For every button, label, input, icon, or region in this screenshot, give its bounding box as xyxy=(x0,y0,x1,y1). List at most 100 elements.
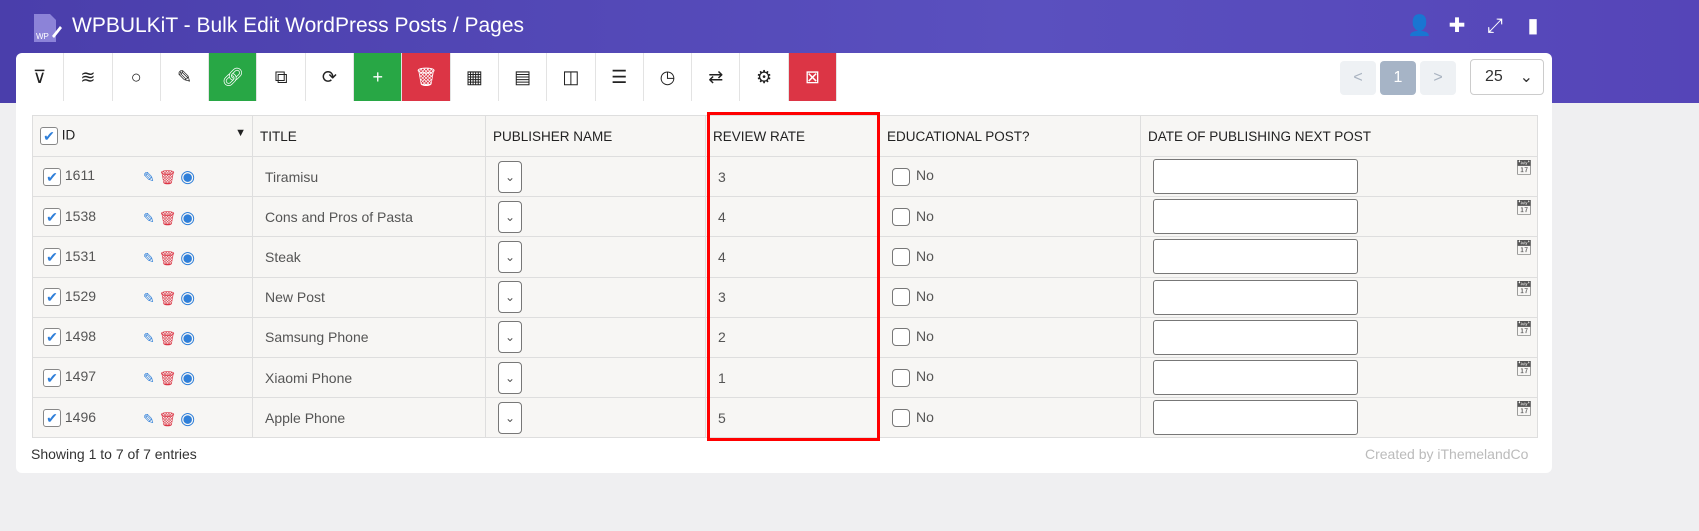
column-header-date[interactable]: DATE OF PUBLISHING NEXT POST xyxy=(1140,115,1538,157)
educational-checkbox[interactable] xyxy=(892,248,910,267)
date-input[interactable] xyxy=(1153,159,1358,195)
refresh-button[interactable]: ⟳ xyxy=(306,53,355,101)
calendar-clear-icon[interactable]: 📅︎ xyxy=(1515,400,1533,417)
edit-icon[interactable]: ✎ xyxy=(143,370,155,387)
row-checkbox[interactable]: ✔ xyxy=(43,288,61,307)
title-cell[interactable]: Xiaomi Phone xyxy=(252,356,486,399)
publisher-dropdown[interactable]: ⌄ xyxy=(498,200,522,233)
publisher-dropdown[interactable]: ⌄ xyxy=(498,401,522,434)
title-cell[interactable]: Tiramisu xyxy=(252,155,486,198)
book-icon[interactable]: ▮ xyxy=(1527,15,1539,37)
review-rate-cell[interactable]: 3 xyxy=(705,155,880,198)
publisher-dropdown[interactable]: ⌄ xyxy=(498,321,522,354)
trash-icon[interactable]: 🗑︎ xyxy=(158,249,177,266)
columns-button[interactable]: ◫ xyxy=(547,53,596,101)
row-checkbox[interactable]: ✔ xyxy=(43,207,61,226)
layers-button[interactable]: ≋ xyxy=(64,53,113,101)
sort-down-icon[interactable]: ▼ xyxy=(235,127,246,139)
publisher-dropdown[interactable]: ⌄ xyxy=(498,160,522,193)
per-page-select[interactable]: 25 ⌄ xyxy=(1470,59,1544,95)
add-button[interactable]: + xyxy=(354,53,403,101)
educational-checkbox[interactable] xyxy=(892,368,910,387)
row-checkbox[interactable]: ✔ xyxy=(43,408,61,427)
date-input[interactable] xyxy=(1153,400,1358,436)
eye-icon[interactable]: ◉ xyxy=(180,247,196,267)
current-page-button[interactable]: 1 xyxy=(1380,61,1416,95)
eye-icon[interactable]: ◉ xyxy=(180,207,196,227)
date-input[interactable] xyxy=(1153,360,1358,396)
eye-icon[interactable]: ◉ xyxy=(180,288,196,307)
calendar-clear-icon[interactable]: 📅︎ xyxy=(1515,199,1533,216)
calendar-clear-icon[interactable]: 📅︎ xyxy=(1515,159,1533,176)
educational-checkbox[interactable] xyxy=(892,408,910,427)
edit-icon[interactable]: ✎ xyxy=(143,169,155,186)
publisher-dropdown[interactable]: ⌄ xyxy=(498,281,522,314)
trash-icon[interactable]: 🗑︎ xyxy=(158,410,177,427)
title-cell[interactable]: Apple Phone xyxy=(252,397,486,439)
column-header-title[interactable]: TITLE xyxy=(252,115,486,157)
select-all-checkbox[interactable]: ✔ xyxy=(40,127,58,145)
column-header-publisher[interactable]: PUBLISHER NAME xyxy=(485,115,706,157)
trash-icon[interactable]: 🗑︎ xyxy=(158,209,177,226)
clear-selection-button[interactable]: ⊠ xyxy=(788,53,838,101)
trash-icon[interactable]: 🗑︎ xyxy=(158,290,177,306)
edit-icon[interactable]: ✎ xyxy=(143,290,155,306)
puzzle-icon[interactable]: ✚ xyxy=(1448,15,1466,37)
calendar-clear-icon[interactable]: 📅︎ xyxy=(1515,279,1533,296)
copy-button[interactable]: ⧉ xyxy=(257,53,306,101)
prev-page-button[interactable]: < xyxy=(1340,61,1376,95)
title-cell[interactable]: Steak xyxy=(252,236,486,278)
column-header-review-rate[interactable]: REVIEW RATE xyxy=(705,115,880,157)
educational-checkbox[interactable] xyxy=(892,288,910,307)
edit-icon[interactable]: ✎ xyxy=(143,249,155,266)
calendar-clear-icon[interactable]: 📅︎ xyxy=(1515,319,1533,336)
delete-button[interactable]: 🗑︎ xyxy=(402,53,451,101)
date-input[interactable] xyxy=(1153,239,1358,275)
next-page-button[interactable]: > xyxy=(1420,61,1456,95)
title-cell[interactable]: Cons and Pros of Pasta xyxy=(252,196,486,238)
edit-icon[interactable]: ✎ xyxy=(143,330,155,347)
educational-checkbox[interactable] xyxy=(892,328,910,347)
educational-checkbox[interactable] xyxy=(892,207,910,226)
user-check-icon[interactable]: 👤 xyxy=(1407,15,1432,37)
history-button[interactable]: ◷ xyxy=(644,53,693,101)
column-header-educational[interactable]: EDUCATIONAL POST? xyxy=(879,115,1141,157)
publisher-dropdown[interactable]: ⌄ xyxy=(498,361,522,394)
trash-icon[interactable]: 🗑︎ xyxy=(158,330,177,347)
row-checkbox[interactable]: ✔ xyxy=(43,167,61,186)
row-checkbox[interactable]: ✔ xyxy=(43,368,61,387)
date-input[interactable] xyxy=(1153,279,1358,315)
settings-button[interactable]: ⚙ xyxy=(740,53,789,101)
eye-icon[interactable]: ◉ xyxy=(180,328,196,348)
title-cell[interactable]: New Post xyxy=(252,276,486,318)
date-input[interactable] xyxy=(1153,319,1358,355)
trash-icon[interactable]: 🗑︎ xyxy=(158,169,177,186)
row-checkbox[interactable]: ✔ xyxy=(43,328,61,347)
fullscreen-icon[interactable]: ⤢ xyxy=(1487,15,1503,37)
filter-button[interactable]: ⊽ xyxy=(16,53,65,101)
search-button[interactable]: ○ xyxy=(113,53,161,101)
review-rate-cell[interactable]: 4 xyxy=(705,236,880,278)
column-manager-button[interactable]: ▤ xyxy=(499,53,548,101)
list-button[interactable]: ☰ xyxy=(596,53,644,101)
trash-icon[interactable]: 🗑︎ xyxy=(158,370,177,387)
eye-icon[interactable]: ◉ xyxy=(180,408,196,428)
date-input[interactable] xyxy=(1153,199,1358,235)
row-checkbox[interactable]: ✔ xyxy=(43,248,61,267)
link-button[interactable]: 🔗︎ xyxy=(209,53,258,101)
review-rate-cell[interactable]: 3 xyxy=(705,276,880,318)
column-header-id[interactable]: ✔ ID ▼ xyxy=(32,115,253,157)
eye-icon[interactable]: ◉ xyxy=(180,368,196,388)
educational-checkbox[interactable] xyxy=(892,167,910,186)
review-rate-cell[interactable]: 1 xyxy=(705,356,880,399)
calendar-clear-icon[interactable]: 📅︎ xyxy=(1515,239,1533,256)
calendar-clear-icon[interactable]: 📅︎ xyxy=(1515,360,1533,377)
title-cell[interactable]: Samsung Phone xyxy=(252,316,486,358)
table-button[interactable]: ▦ xyxy=(451,53,499,101)
edit-button[interactable]: ✎ xyxy=(161,53,210,101)
edit-icon[interactable]: ✎ xyxy=(143,209,155,226)
publisher-dropdown[interactable]: ⌄ xyxy=(498,240,522,273)
edit-icon[interactable]: ✎ xyxy=(143,410,155,427)
swap-button[interactable]: ⇄ xyxy=(692,53,741,101)
review-rate-cell[interactable]: 2 xyxy=(705,316,880,358)
